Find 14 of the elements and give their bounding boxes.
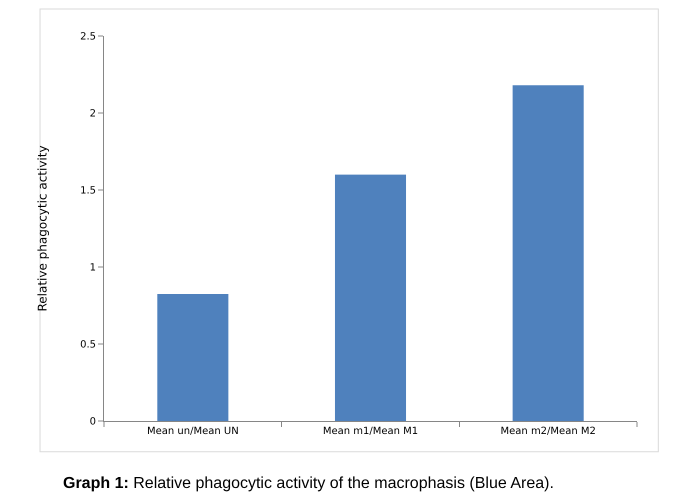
y-tick-label: 2.5 bbox=[80, 32, 96, 42]
x-tick-label: Mean m2/Mean M2 bbox=[500, 426, 596, 437]
caption: Graph 1: Relative phagocytic activity of the macrophasis (Blue Area). bbox=[63, 475, 554, 492]
bar bbox=[334, 174, 406, 421]
y-tick-label: 0 bbox=[90, 416, 96, 428]
bar bbox=[512, 85, 584, 421]
y-tick-label: 0.5 bbox=[80, 340, 96, 350]
x-tick-label: Mean un/Mean UN bbox=[146, 426, 239, 437]
x-tick-label: Mean m1/Mean M1 bbox=[322, 426, 418, 437]
y-tick-label: 1 bbox=[90, 262, 96, 274]
y-tick-label: 1.5 bbox=[80, 186, 96, 196]
y-tick-label: 2 bbox=[90, 108, 96, 120]
y-axis-title: Relative phagocytic activity bbox=[35, 145, 50, 312]
bar bbox=[157, 294, 228, 421]
